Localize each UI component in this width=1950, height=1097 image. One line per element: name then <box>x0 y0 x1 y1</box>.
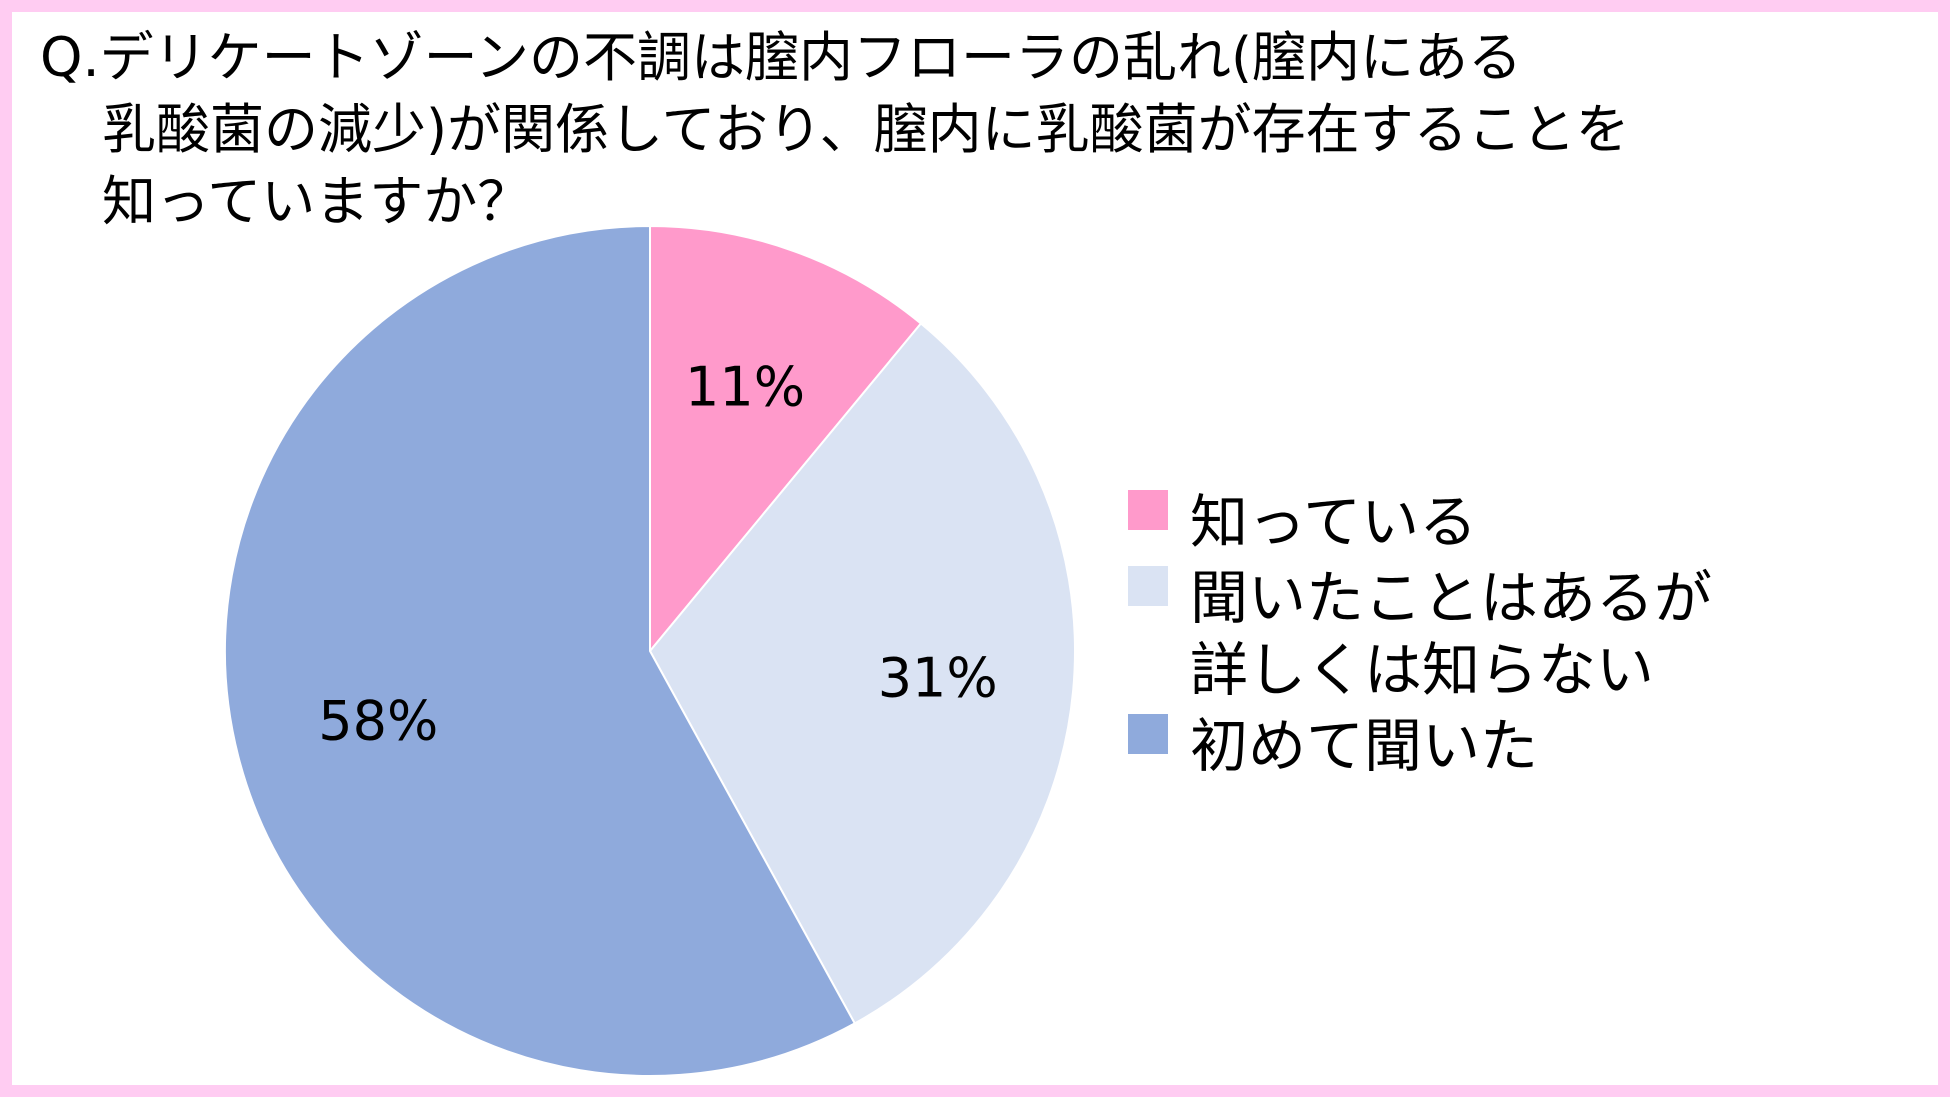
title-line-2: 乳酸菌の減少)が関係しており、膣内に乳酸菌が存在することを <box>102 98 1630 161</box>
legend-swatch-heard-but-unfamiliar <box>1128 566 1168 606</box>
pie-slice-heard-but-unfamiliar <box>648 322 1076 1025</box>
legend-swatch-know <box>1128 490 1168 530</box>
legend-item-know: 知っている <box>1128 486 1928 558</box>
title-line-3: 知っていますか？ <box>102 170 532 233</box>
legend-label-heard-line-1: 聞いたことはあるが <box>1190 564 1713 632</box>
legend-item-first-time: 初めて聞いた <box>1128 710 1928 782</box>
data-label-heard-but-unfamiliar: 31% <box>878 647 998 710</box>
legend-item-heard-but-unfamiliar: 聞いたことはあるが 詳しくは知らない <box>1128 562 1928 706</box>
legend: 知っている 聞いたことはあるが 詳しくは知らない 初めて聞いた <box>1128 486 1928 786</box>
title-line-1: Q.デリケートゾーンの不調は膣内フローラの乱れ(膣内にある <box>40 26 1523 89</box>
legend-label-heard-line-2: 詳しくは知らない <box>1190 636 1655 704</box>
pie-slice-first-time <box>224 224 857 1077</box>
legend-label-know: 知っている <box>1190 488 1478 556</box>
chart-title: Q.デリケートゾーンの不調は膣内フローラの乱れ(膣内にある 乳酸菌の減少)が関係… <box>40 22 1920 238</box>
data-label-know: 11% <box>685 356 805 419</box>
legend-label-first-time: 初めて聞いた <box>1190 712 1539 780</box>
legend-swatch-first-time <box>1128 714 1168 754</box>
pie-slice-know <box>649 224 923 654</box>
data-label-first-time: 58% <box>318 689 438 752</box>
